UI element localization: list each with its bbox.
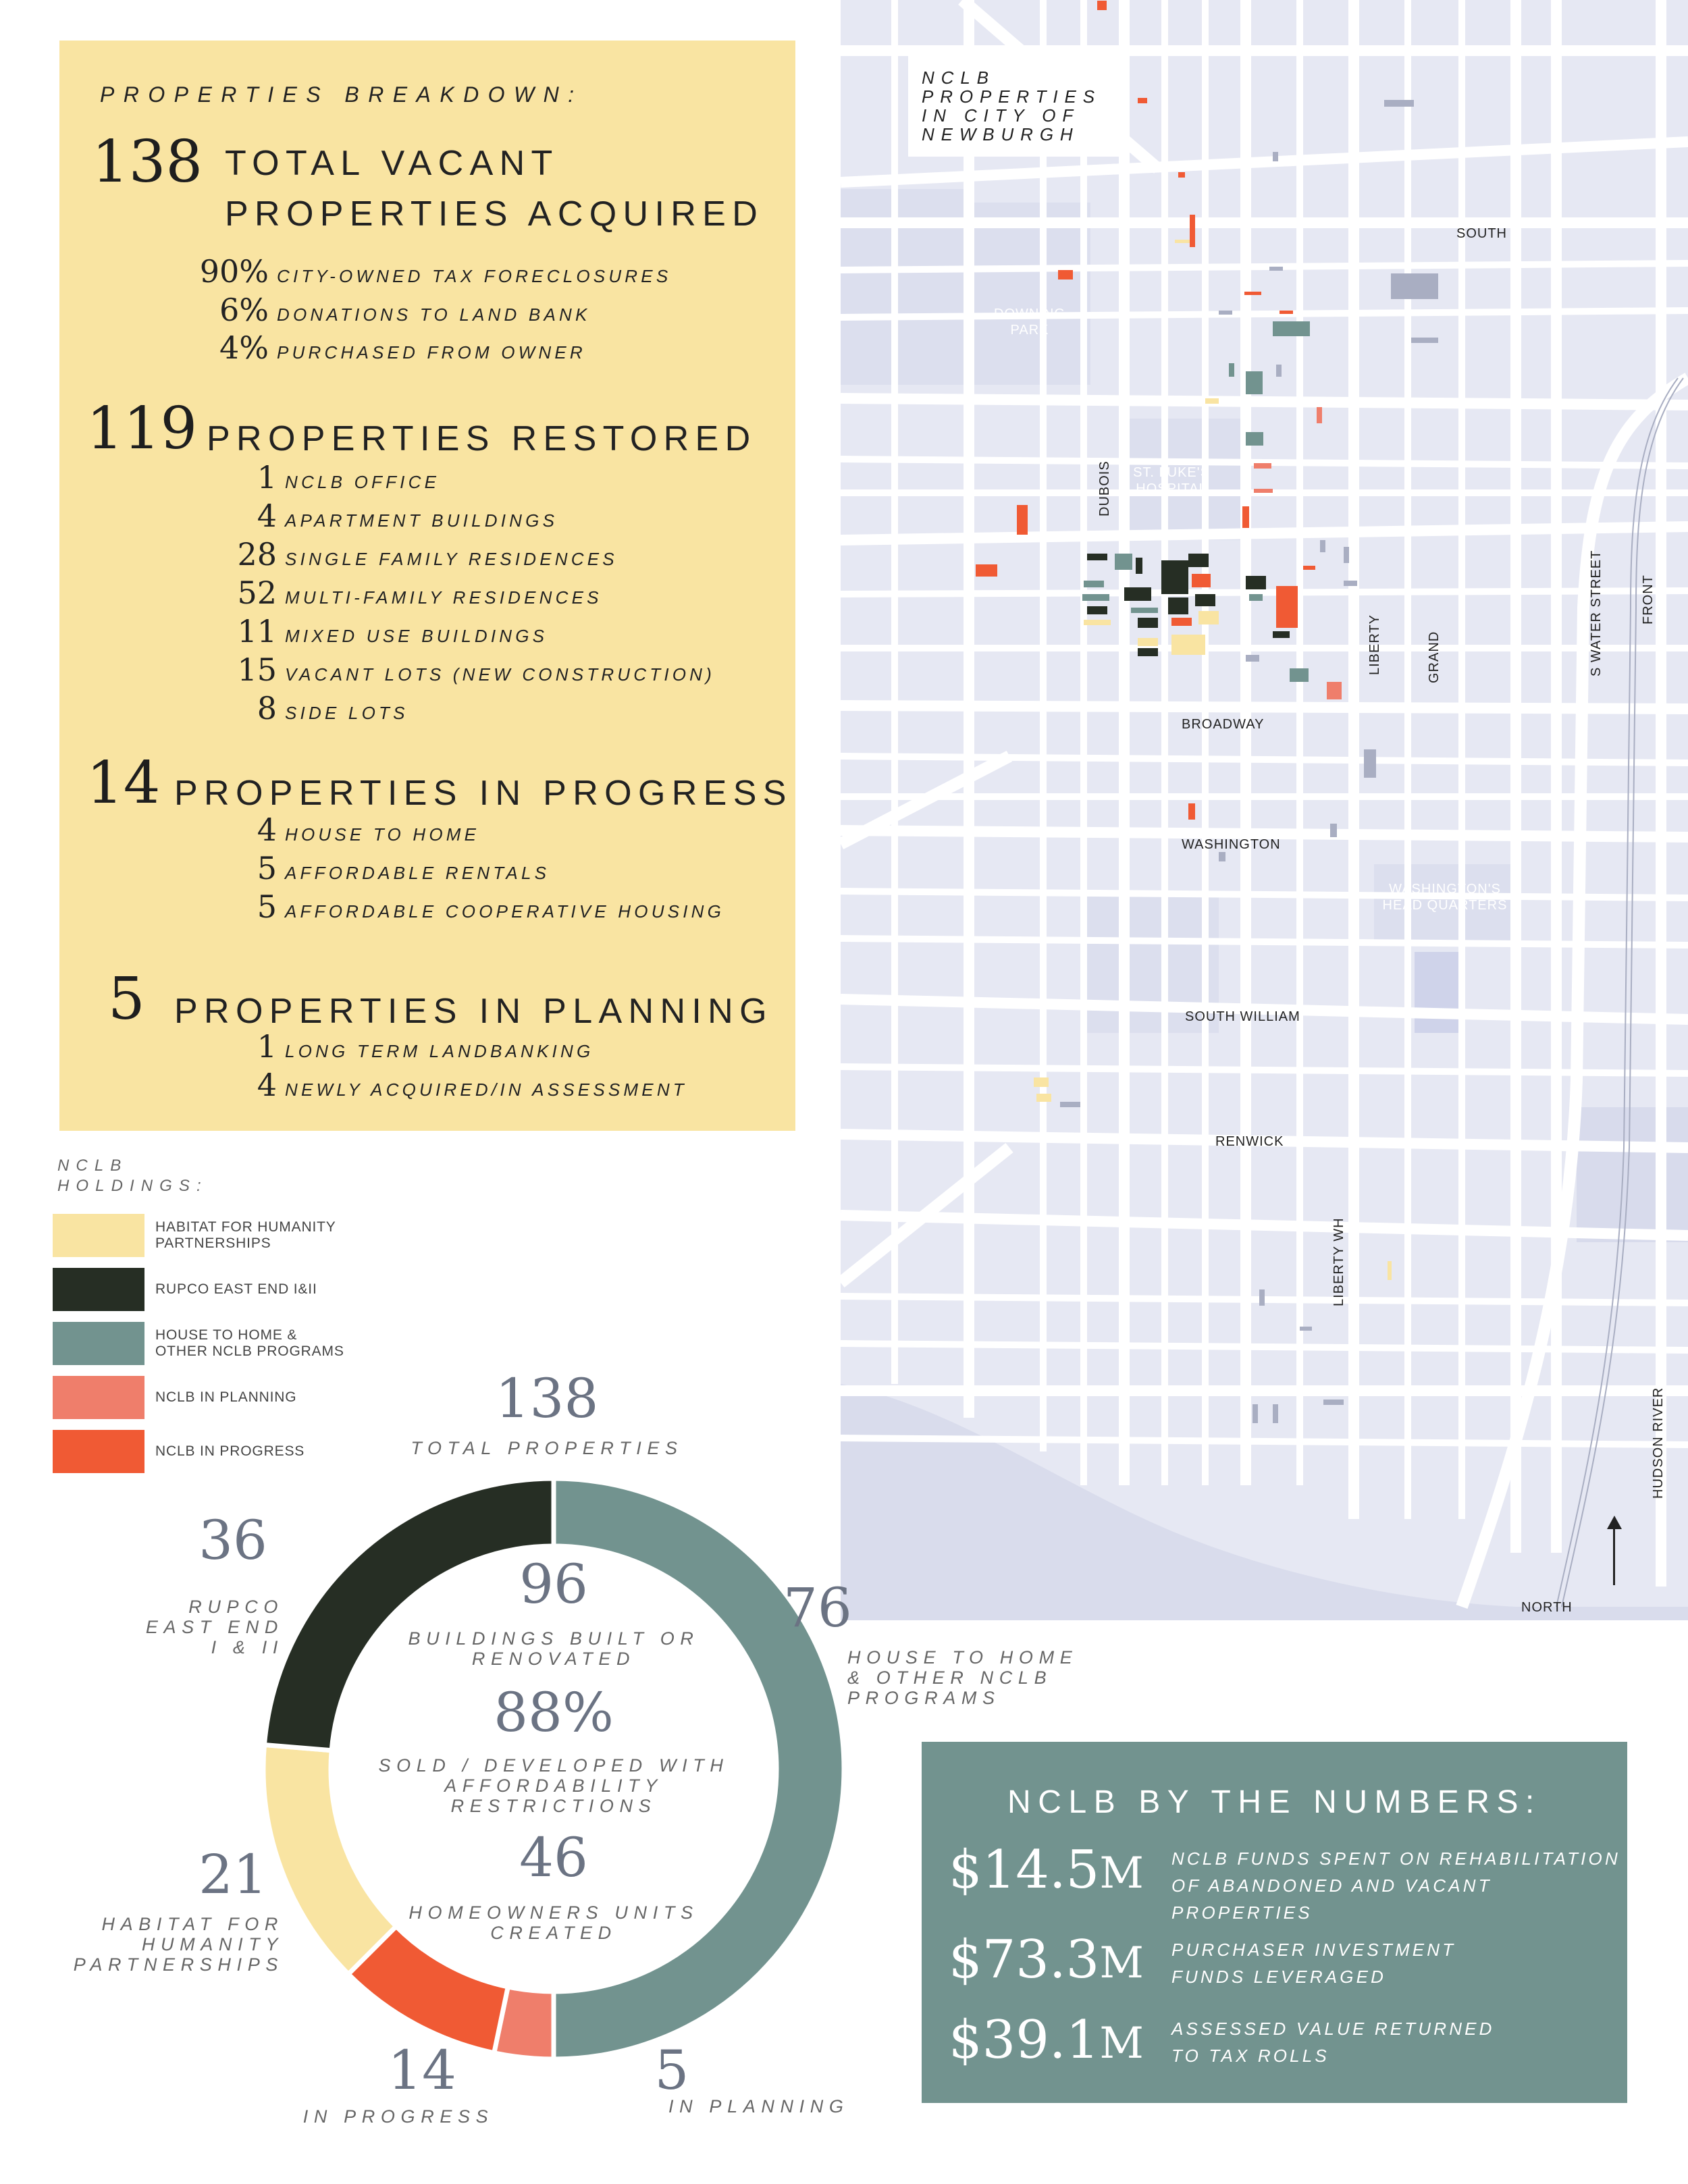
center-value-46: 46 bbox=[519, 1826, 588, 1889]
map-graphic bbox=[841, 0, 1688, 1620]
acquired-label-2: PROPERTIES ACQUIRED bbox=[225, 194, 764, 234]
numbers-amount-1: $14.5M bbox=[949, 1840, 1144, 1900]
street-liberty-wh: LIBERTY WH bbox=[1331, 1217, 1346, 1306]
newburgh-map: NCLB PROPERTIES IN CITY OF NEWBURGH DOWN… bbox=[841, 0, 1688, 1620]
acquired-item: 4% PURCHASED FROM OWNER bbox=[219, 329, 586, 366]
legend-swatch bbox=[53, 1430, 144, 1473]
total-number: 138 bbox=[495, 1367, 599, 1430]
restored-item: 1 NCLB OFFICE bbox=[257, 459, 440, 496]
north-arrow-icon bbox=[1607, 1516, 1622, 1529]
center-label-88: SOLD / DEVELOPED WITH AFFORDABILITY RESTRI… bbox=[378, 1755, 729, 1816]
center-label-46: HOMEOWNERS UNITS CREATED bbox=[408, 1902, 699, 1943]
acquired-label-1: TOTAL VACANT bbox=[225, 144, 559, 183]
street-liberty: LIBERTY bbox=[1367, 614, 1382, 675]
street-washington: WASHINGTON bbox=[1182, 837, 1281, 852]
legend-label: HOUSE TO HOME & OTHER NCLB PROGRAMS bbox=[155, 1327, 344, 1359]
map-title-box bbox=[908, 55, 1124, 157]
map-title-4: NEWBURGH bbox=[922, 124, 1080, 144]
in-progress-item: 4 HOUSE TO HOME bbox=[257, 811, 480, 848]
legend-swatch bbox=[53, 1376, 144, 1419]
center-value-88: 88% bbox=[494, 1681, 614, 1744]
in-progress-label: PROPERTIES IN PROGRESS bbox=[174, 774, 793, 813]
slice-value-rupco: 36 bbox=[199, 1509, 267, 1572]
slice-label-progress: IN PROGRESS bbox=[302, 2106, 494, 2127]
street-broadway: BROADWAY bbox=[1182, 717, 1265, 732]
landmark-washingtons-hq: WASHINGTON'S HEAD QUARTERS bbox=[1382, 882, 1508, 913]
restored-item: 52 MULTI-FAMILY RESIDENCES bbox=[237, 575, 602, 611]
slice-value-progress: 14 bbox=[388, 2039, 456, 2102]
landmark-downing-park: DOWNING PARK bbox=[994, 307, 1065, 338]
restored-number: 119 bbox=[86, 395, 198, 462]
acquired-item: 90% CITY-OWNED TAX FORECLOSURES bbox=[199, 253, 672, 290]
landmark-st-lukes: ST. LUKE'S HOSPITAL bbox=[1133, 465, 1210, 496]
total-label: TOTAL PROPERTIES bbox=[411, 1438, 683, 1458]
planning-item: 1 LONG TERM LANDBANKING bbox=[257, 1028, 594, 1065]
legend-swatch bbox=[53, 1322, 144, 1365]
legend-title: NCLB HOLDINGS: bbox=[57, 1156, 208, 1195]
nclb-by-the-numbers: NCLB BY THE NUMBERS: $14.5M NCLB FUNDS S… bbox=[922, 1742, 1627, 2103]
breakdown-title: PROPERTIES BREAKDOWN: bbox=[100, 82, 583, 107]
numbers-desc-2: PURCHASER INVESTMENT FUNDS LEVERAGED bbox=[1171, 1940, 1456, 1987]
restored-item: 4 APARTMENT BUILDINGS bbox=[257, 498, 558, 534]
slice-label-planning: IN PLANNING bbox=[668, 2096, 849, 2116]
slice-value-house: 76 bbox=[783, 1576, 852, 1639]
legend-swatch bbox=[53, 1268, 144, 1311]
in-progress-item: 5 AFFORDABLE COOPERATIVE HOUSING bbox=[257, 888, 725, 925]
map-title-3: IN CITY OF bbox=[922, 105, 1080, 126]
street-s-water: S WATER STREET bbox=[1589, 550, 1604, 676]
slice-label-habitat: HABITAT FOR HUMANITY PARTNERSHIPS bbox=[73, 1914, 284, 1975]
donut-chart bbox=[261, 1476, 847, 2062]
planning-number: 5 bbox=[108, 965, 145, 1033]
planning-item: 4 NEWLY ACQUIRED/IN ASSESSMENT bbox=[257, 1067, 687, 1103]
donut-slice bbox=[261, 1476, 556, 1753]
legend-label: NCLB IN PLANNING bbox=[155, 1389, 297, 1405]
street-dubois: DUBOIS bbox=[1097, 460, 1112, 516]
north-arrow bbox=[1613, 1524, 1615, 1585]
street-renwick: RENWICK bbox=[1215, 1134, 1284, 1149]
acquired-item: 6% DONATIONS TO LAND BANK bbox=[219, 292, 591, 328]
numbers-desc-3: ASSESSED VALUE RETURNED TO TAX ROLLS bbox=[1171, 2019, 1495, 2066]
map-title-1: NCLB bbox=[922, 68, 995, 88]
numbers-title: NCLB BY THE NUMBERS: bbox=[1007, 1784, 1541, 1820]
restored-item: 15 VACANT LOTS (NEW CONSTRUCTION) bbox=[237, 651, 716, 688]
planning-label: PROPERTIES IN PLANNING bbox=[174, 992, 773, 1031]
legend-label: HABITAT FOR HUMANITY PARTNERSHIPS bbox=[155, 1219, 336, 1251]
restored-label: PROPERTIES RESTORED bbox=[207, 419, 757, 458]
legend-label: NCLB IN PROGRESS bbox=[155, 1443, 305, 1459]
street-front: FRONT bbox=[1641, 575, 1656, 624]
slice-value-planning: 5 bbox=[654, 2039, 689, 2102]
street-south-william: SOUTH WILLIAM bbox=[1185, 1009, 1300, 1024]
slice-label-rupco: RUPCO EAST END I & II bbox=[145, 1597, 284, 1657]
slice-value-habitat: 21 bbox=[199, 1843, 267, 1906]
numbers-desc-1: NCLB FUNDS SPENT ON REHABILITATION OF ABA… bbox=[1171, 1848, 1620, 1923]
properties-breakdown-panel: PROPERTIES BREAKDOWN: 138 TOTAL VACANT P… bbox=[59, 41, 795, 1131]
acquired-number: 138 bbox=[92, 128, 203, 196]
donut-slice bbox=[551, 1476, 847, 2062]
street-grand: GRAND bbox=[1427, 631, 1442, 683]
center-label-96: BUILDINGS BUILT OR RENOVATED bbox=[408, 1628, 700, 1669]
in-progress-number: 14 bbox=[86, 749, 161, 817]
restored-item: 28 SINGLE FAMILY RESIDENCES bbox=[237, 536, 618, 572]
slice-label-house: HOUSE TO HOME & OTHER NCLB PROGRAMS bbox=[847, 1647, 1078, 1708]
legend-label: RUPCO EAST END I&II bbox=[155, 1281, 317, 1297]
numbers-amount-3: $39.1M bbox=[949, 2010, 1144, 2071]
street-south: SOUTH bbox=[1456, 226, 1507, 241]
map-title-2: PROPERTIES bbox=[922, 86, 1101, 107]
north-label: NORTH bbox=[1521, 1600, 1573, 1615]
in-progress-item: 5 AFFORDABLE RENTALS bbox=[257, 850, 550, 886]
restored-item: 8 SIDE LOTS bbox=[257, 690, 408, 726]
legend-swatch bbox=[53, 1214, 144, 1257]
numbers-amount-2: $73.3M bbox=[949, 1929, 1144, 1990]
center-value-96: 96 bbox=[519, 1553, 588, 1616]
hudson-river-label: HUDSON RIVER bbox=[1651, 1387, 1666, 1499]
restored-item: 11 MIXED USE BUILDINGS bbox=[237, 613, 548, 649]
